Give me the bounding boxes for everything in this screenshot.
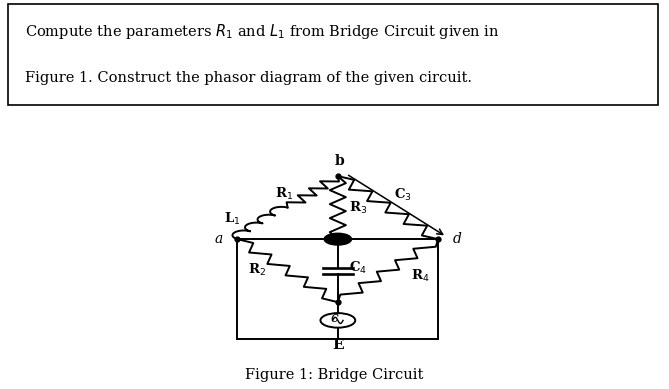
Text: E: E <box>332 338 344 352</box>
FancyBboxPatch shape <box>8 4 658 105</box>
Text: C$_3$: C$_3$ <box>394 187 411 203</box>
Text: R$_1$: R$_1$ <box>275 186 293 202</box>
Text: c: c <box>330 310 339 324</box>
Text: a: a <box>215 232 223 246</box>
Circle shape <box>324 233 351 245</box>
Text: b: b <box>335 154 345 168</box>
Text: d: d <box>453 232 462 246</box>
Text: C$_4$: C$_4$ <box>349 260 367 277</box>
Text: Compute the parameters $R_1$ and $L_1$ from Bridge Circuit given in: Compute the parameters $R_1$ and $L_1$ f… <box>25 22 500 41</box>
Text: L$_1$: L$_1$ <box>224 211 241 228</box>
Text: R$_2$: R$_2$ <box>248 262 266 278</box>
Text: $\mathbb{D}$: $\mathbb{D}$ <box>332 234 341 245</box>
Text: R$_4$: R$_4$ <box>411 268 429 284</box>
Text: R$_3$: R$_3$ <box>349 200 367 216</box>
Text: Figure 1. Construct the phasor diagram of the given circuit.: Figure 1. Construct the phasor diagram o… <box>25 71 472 85</box>
Text: Figure 1: Bridge Circuit: Figure 1: Bridge Circuit <box>246 368 423 382</box>
